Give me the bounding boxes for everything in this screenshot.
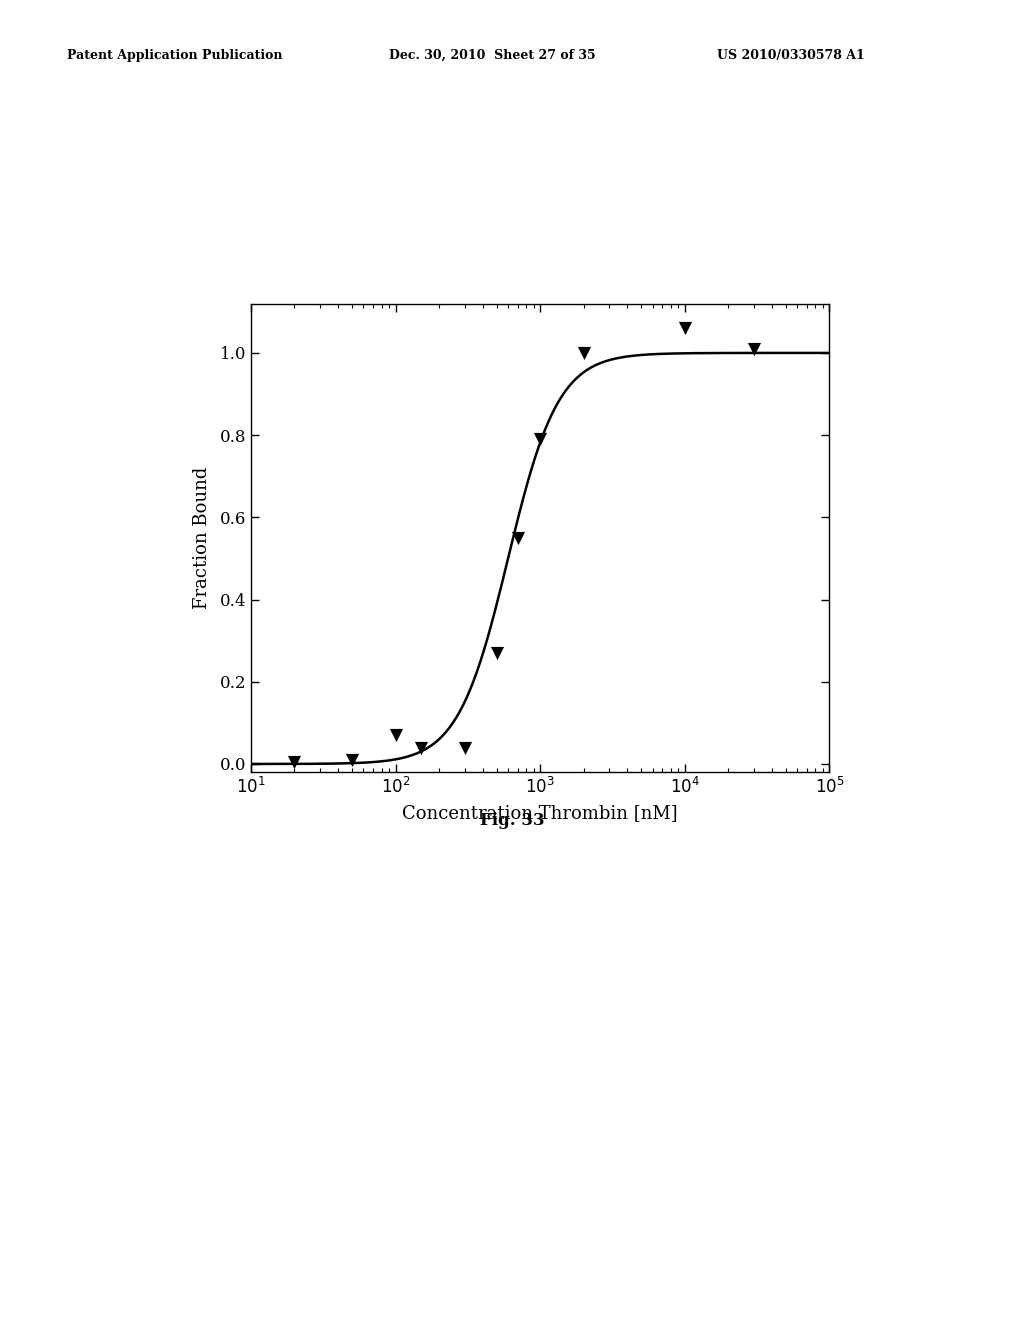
Point [745,338,762,359]
Point [344,750,360,771]
Text: Dec. 30, 2010  Sheet 27 of 35: Dec. 30, 2010 Sheet 27 of 35 [389,49,596,62]
Y-axis label: Fraction Bound: Fraction Bound [194,467,211,609]
Point [677,318,693,339]
Point [287,751,303,772]
X-axis label: Concentration Thrombin [nM]: Concentration Thrombin [nM] [402,804,678,822]
Point [387,725,403,746]
Point [413,737,429,758]
Point [510,528,526,549]
Point [488,643,505,664]
Point [575,342,592,363]
Text: US 2010/0330578 A1: US 2010/0330578 A1 [717,49,864,62]
Text: Patent Application Publication: Patent Application Publication [67,49,282,62]
Text: Fig. 33: Fig. 33 [479,812,545,829]
Point [532,429,549,450]
Point [457,737,473,758]
